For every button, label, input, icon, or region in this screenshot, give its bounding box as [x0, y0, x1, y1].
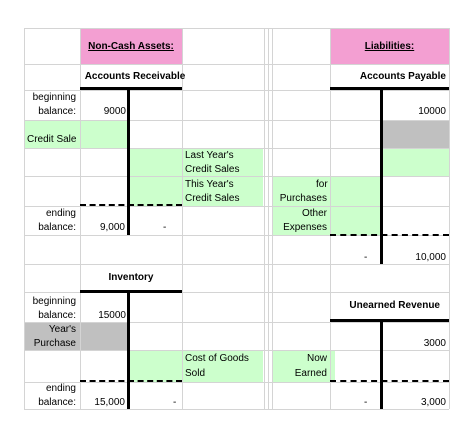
grid-line [330, 28, 331, 409]
ap-purchases-label: Purchases [279, 193, 327, 204]
ap-balance-dash [330, 234, 449, 236]
grid-line [24, 64, 449, 65]
ap-ending-left: - [364, 252, 368, 263]
grid-line [24, 206, 449, 207]
grid-line [264, 28, 265, 409]
ar-beginning-value: 9000 [103, 106, 126, 117]
inv-t-top [80, 290, 182, 293]
inv-ending-label-1: ending [45, 383, 76, 394]
ar-this-year-1: This Year's [185, 179, 234, 190]
grid-line [182, 28, 183, 409]
ar-ending-right: - [163, 222, 167, 233]
grid-line [24, 176, 449, 177]
grid-line [24, 264, 449, 265]
credit-sale-cell[interactable] [24, 120, 128, 148]
inv-beginning-label-1: beginning [32, 296, 76, 307]
ur-balance-dash [330, 380, 449, 382]
ar-title: Accounts Receivable [84, 71, 186, 82]
grid-line [24, 292, 449, 293]
inv-years-label: Year's [48, 324, 76, 335]
grid-line [24, 409, 449, 410]
inv-beginning-value: 15000 [98, 310, 126, 321]
inv-cogs-2: Sold [185, 368, 206, 379]
non-cash-assets-header-cell[interactable] [80, 28, 182, 64]
inv-beginning-label-2: balance: [38, 310, 76, 321]
ap-t-top [330, 87, 449, 90]
ar-last-year-1: Last Year's [185, 150, 234, 161]
ap-credit-cell[interactable] [381, 148, 449, 176]
ar-balance-dash [80, 204, 182, 206]
grid-line [24, 322, 449, 323]
ar-credit-side-cells[interactable] [128, 148, 263, 206]
grid-line [24, 235, 449, 236]
ur-now-label: Now [306, 353, 327, 364]
liabilities-header-cell[interactable] [330, 28, 449, 64]
grid-line [24, 28, 449, 29]
inv-t-stem [127, 290, 130, 409]
ur-value: 3000 [423, 338, 446, 349]
ar-this-year-2: Credit Sales [185, 193, 240, 204]
inventory-title: Inventory [108, 272, 154, 283]
ar-beginning-label-1: beginning [32, 92, 76, 103]
inv-ending-value: 15,000 [94, 397, 125, 408]
ap-ending-value: 10,000 [415, 252, 446, 263]
ur-title: Unearned Revenue [349, 300, 440, 311]
inventory-purchase-cell[interactable] [24, 322, 128, 350]
grid-line [24, 120, 449, 121]
cogs-cells[interactable] [128, 350, 263, 382]
ar-t-stem [127, 87, 130, 235]
ap-expenses-label: Expenses [283, 222, 327, 233]
liabilities-header: Liabilities: [364, 41, 415, 52]
ur-t-stem [380, 319, 383, 409]
ap-other-label: Other [301, 208, 327, 219]
ur-ending-value: 3,000 [420, 397, 446, 408]
grid-line [24, 350, 449, 351]
grid-line [24, 148, 449, 149]
inv-cogs-1: Cost of Goods [185, 353, 249, 364]
inv-balance-dash [80, 380, 182, 382]
non-cash-assets-header: Non-Cash Assets: [88, 41, 174, 52]
ap-t-stem [380, 87, 383, 264]
ar-ending-label-1: ending [45, 208, 76, 219]
ur-ending-left: - [364, 397, 368, 408]
grid-line [268, 28, 269, 409]
now-earned-cells[interactable] [272, 350, 335, 382]
ap-beginning-value: 10000 [418, 106, 446, 117]
ap-for-label: for [316, 179, 328, 190]
ar-credit-sale-label: Credit Sale [27, 134, 77, 145]
grid-line [24, 28, 25, 409]
grid-line [449, 28, 450, 409]
grid-line [24, 382, 449, 383]
ap-title: Accounts Payable [359, 71, 446, 82]
grid-line [24, 90, 449, 91]
inv-purchase-label: Purchase [33, 338, 76, 349]
grid-line [80, 28, 81, 409]
grid-line [272, 28, 273, 409]
inv-ending-right: - [173, 397, 177, 408]
ar-beginning-label-2: balance: [38, 106, 76, 117]
ar-last-year-2: Credit Sales [185, 164, 240, 175]
inv-ending-label-2: balance: [38, 397, 76, 408]
ar-ending-label-2: balance: [38, 222, 76, 233]
ar-t-top [80, 87, 182, 90]
ur-t-top [330, 319, 449, 322]
ap-gray-cell[interactable] [381, 120, 449, 148]
ur-earned-label: Earned [294, 368, 327, 379]
ar-ending-value: 9,000 [99, 222, 125, 233]
ap-debit-side-cells[interactable] [272, 176, 381, 235]
